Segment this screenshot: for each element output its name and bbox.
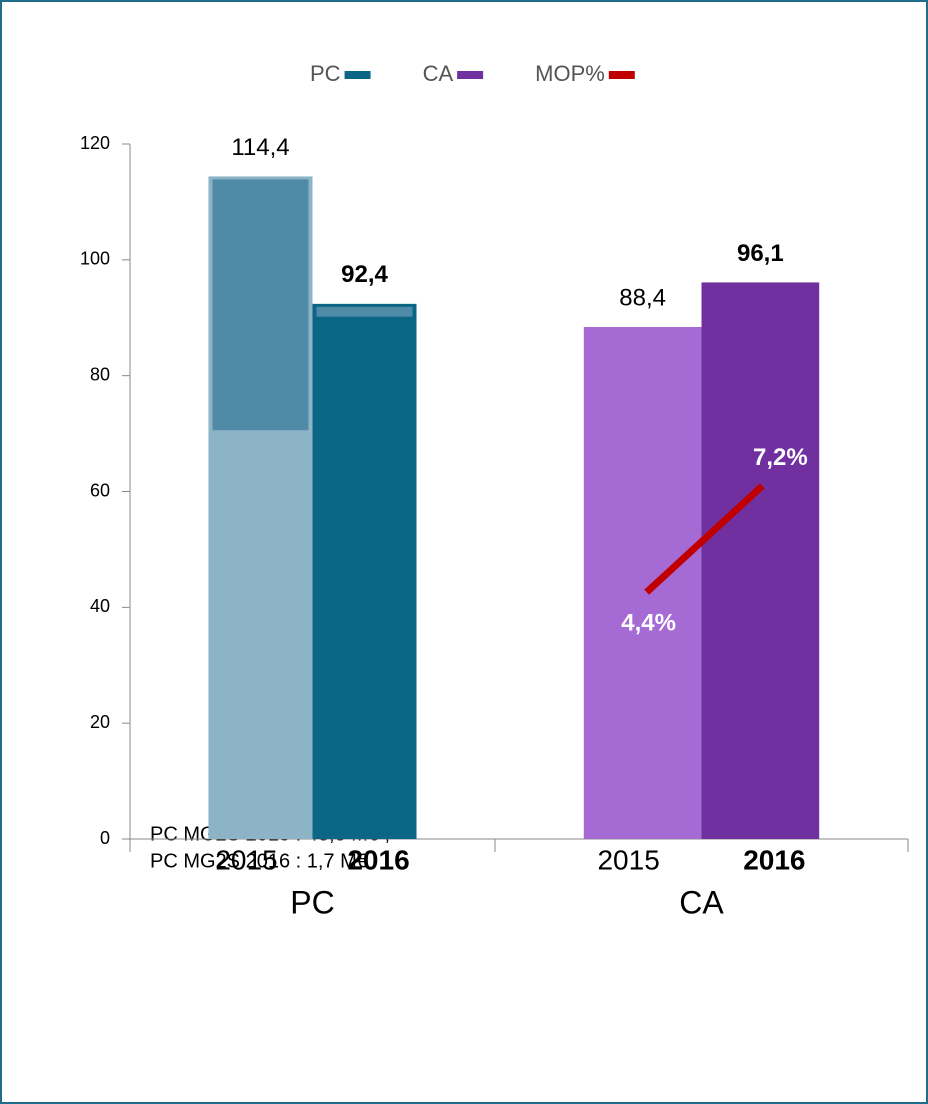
x-tick-label: 2015 — [597, 844, 659, 875]
group-label: CA — [679, 884, 724, 920]
legend-label: CA — [423, 61, 454, 86]
y-tick-label: 120 — [80, 133, 110, 153]
legend-label: PC — [310, 61, 341, 86]
legend-label: MOP% — [535, 61, 605, 86]
bar — [583, 327, 702, 839]
bar — [312, 303, 417, 840]
line-label: 7,2% — [753, 444, 808, 471]
line — [644, 483, 765, 595]
value-label: 96,1 — [737, 240, 784, 267]
bar — [701, 282, 820, 839]
legend-swatch — [344, 71, 371, 79]
y-tick-label: 100 — [80, 249, 110, 269]
y-tick-label: 40 — [90, 596, 110, 616]
y-tick-label: 0 — [100, 828, 110, 848]
bar-overlay — [316, 306, 413, 317]
group-label: PC — [290, 884, 334, 920]
legend-swatch — [608, 71, 635, 79]
value-label: 88,4 — [619, 284, 666, 311]
bar-overlay — [212, 179, 309, 431]
note: PC MG2S 2016 : 1,7 M€ — [150, 850, 368, 872]
value-label: 114,4 — [231, 134, 289, 161]
line-label: 4,4% — [621, 609, 676, 636]
value-label: 92,4 — [341, 261, 388, 288]
x-tick-label: 2015 — [215, 844, 277, 875]
y-tick-label: 20 — [90, 712, 110, 732]
x-tick-label: 2016 — [743, 844, 805, 875]
legend-swatch — [457, 71, 484, 79]
x-tick-label: 2016 — [347, 844, 409, 875]
y-tick-label: 60 — [90, 480, 110, 500]
y-tick-label: 80 — [90, 364, 110, 384]
